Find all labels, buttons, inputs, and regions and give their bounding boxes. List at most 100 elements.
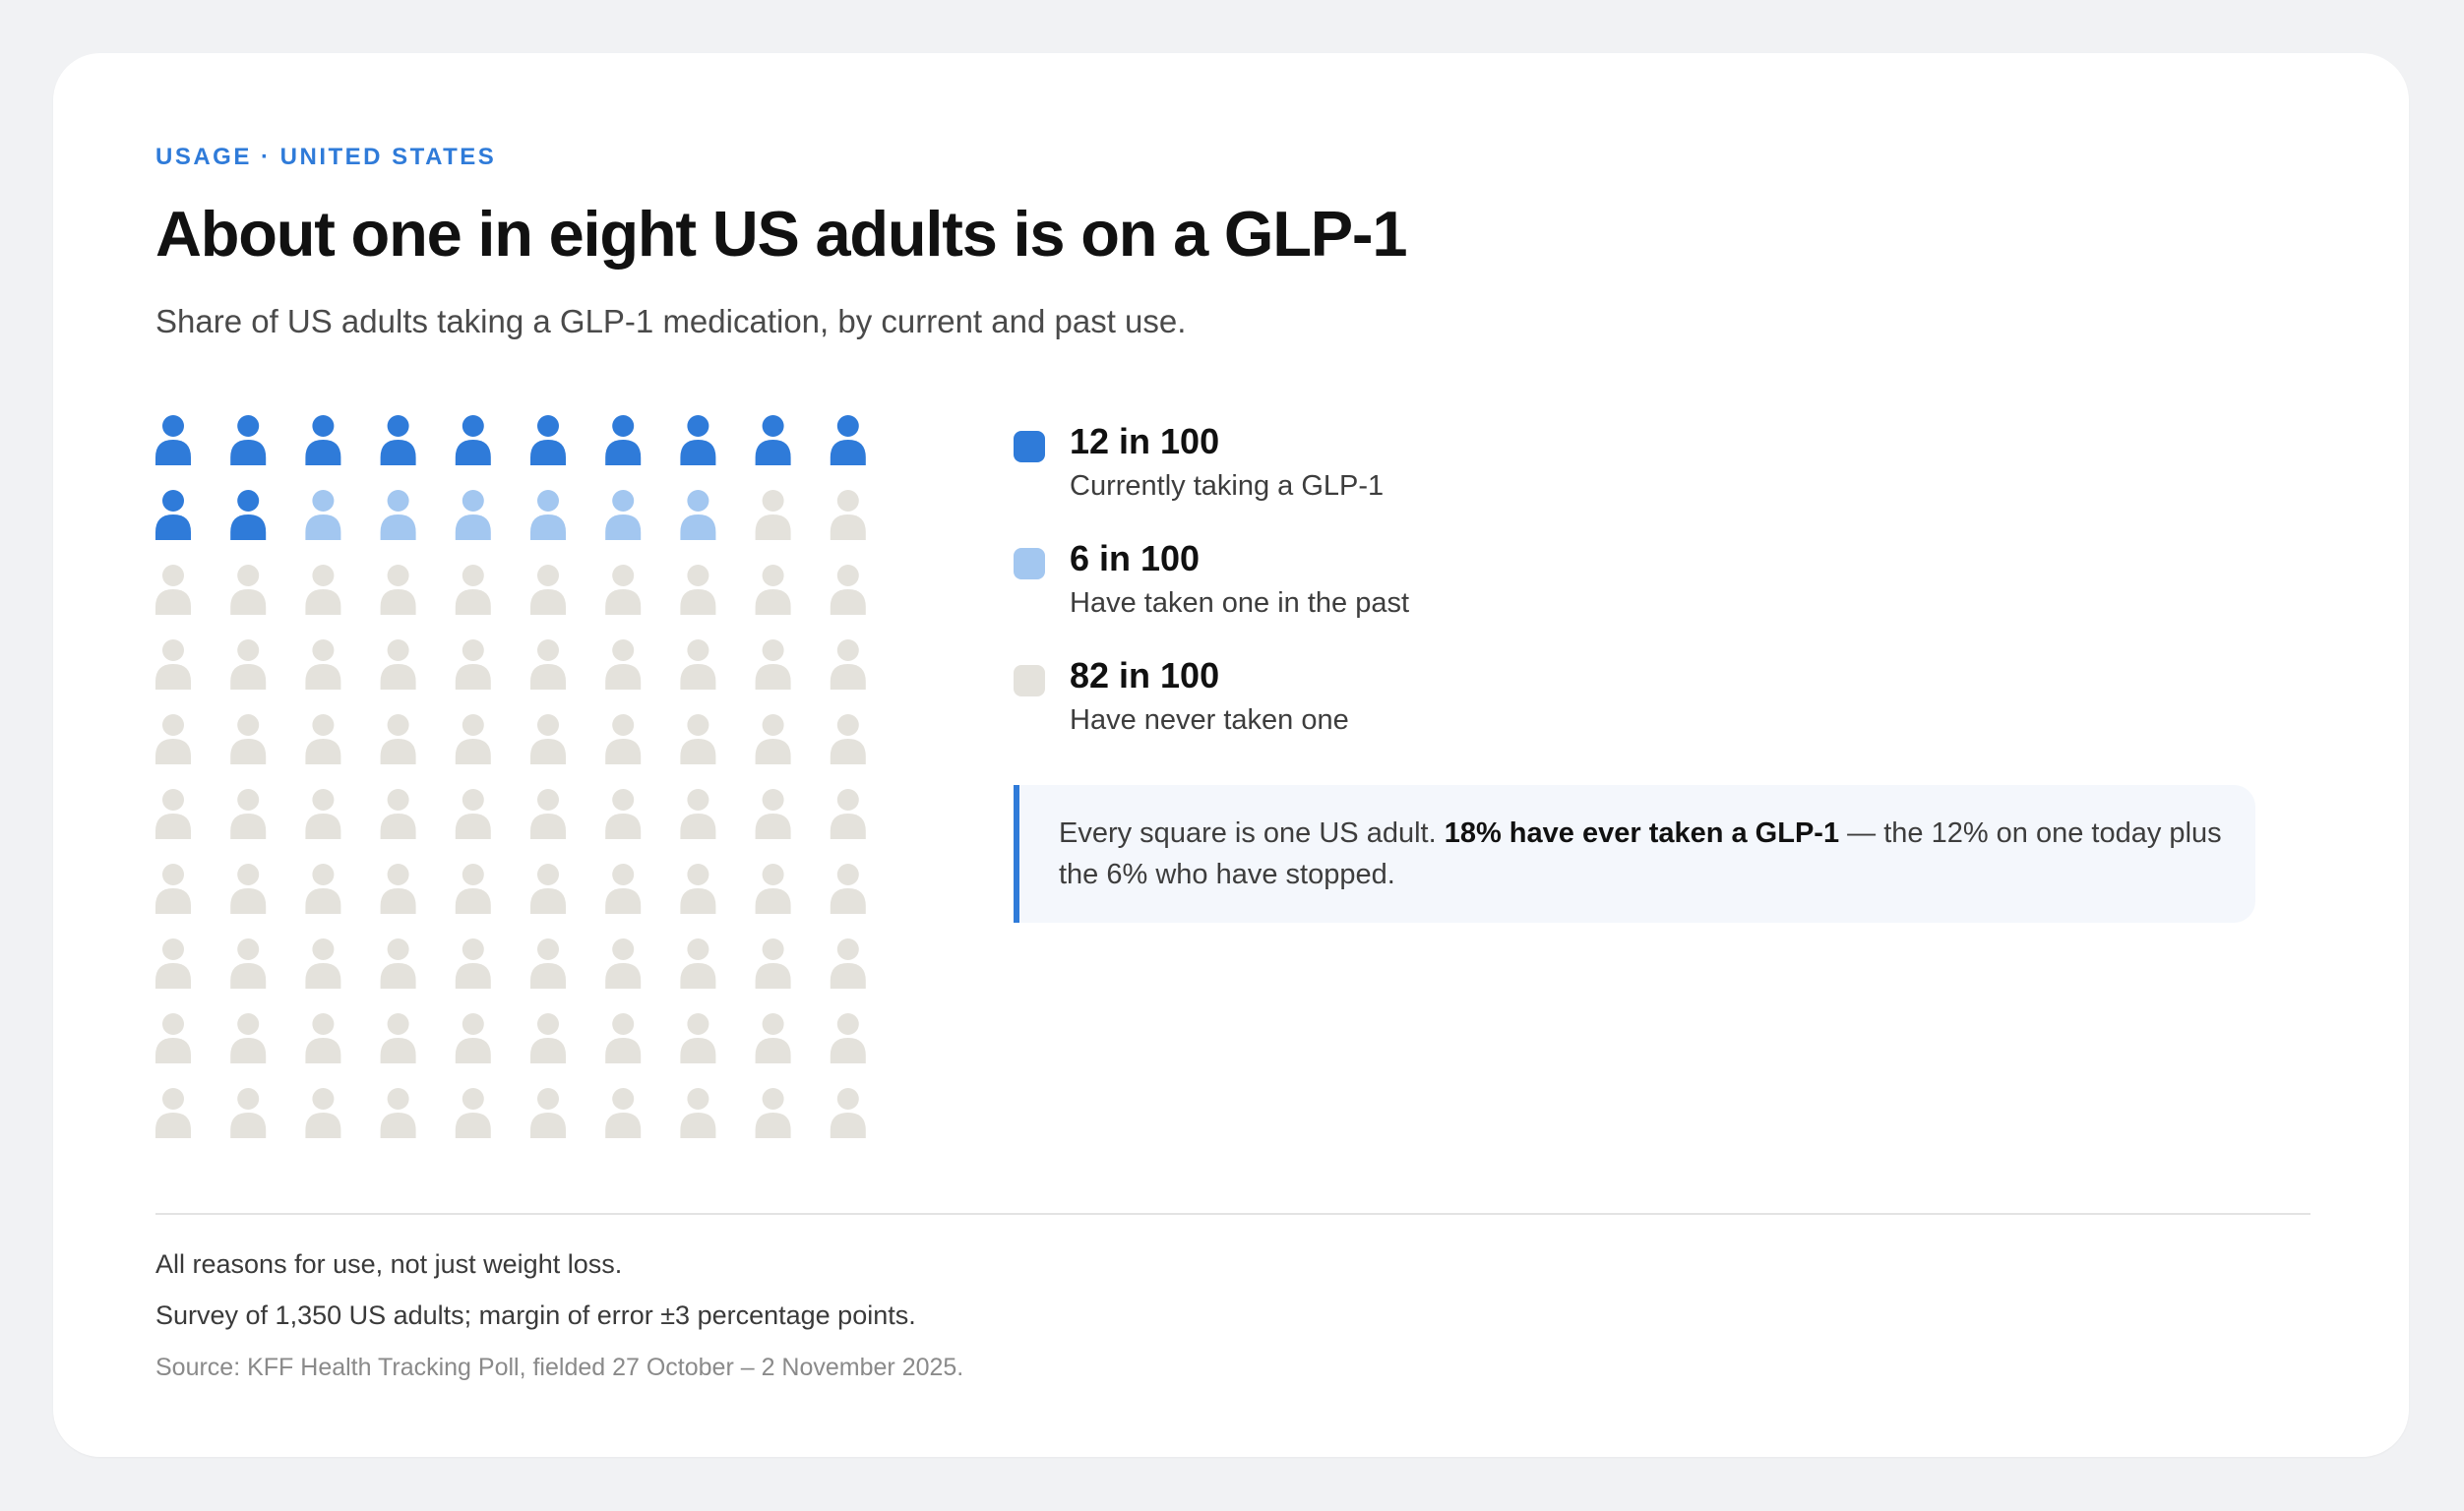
person-icon-never: [230, 1088, 267, 1138]
person-icon-never: [830, 714, 866, 764]
person-icon-past: [380, 490, 416, 540]
person-icon-never: [755, 938, 791, 989]
person-icon-past: [455, 490, 491, 540]
person-icon-never: [530, 789, 566, 839]
person-icon-never: [305, 565, 341, 615]
person-icon-never: [305, 789, 341, 839]
person-icon-never: [380, 938, 416, 989]
person-icon-never: [455, 1013, 491, 1063]
person-icon-never: [605, 789, 642, 839]
person-icon-never: [530, 639, 566, 690]
person-icon-current: [830, 415, 866, 465]
person-icon-never: [605, 1013, 642, 1063]
person-icon-never: [155, 938, 191, 989]
person-icon-current: [455, 415, 491, 465]
person-icon-past: [530, 490, 566, 540]
source-note: Source: KFF Health Tracking Poll, fielde…: [155, 1354, 964, 1381]
person-icon-never: [380, 864, 416, 914]
person-icon-never: [755, 864, 791, 914]
person-icon-never: [380, 565, 416, 615]
person-icon-current: [530, 415, 566, 465]
person-icon-never: [755, 639, 791, 690]
legend-label-past: Have taken one in the past: [1070, 587, 1410, 619]
callout-text-before: Every square is one US adult.: [1059, 817, 1445, 849]
person-icon-never: [155, 565, 191, 615]
person-icon-never: [230, 639, 267, 690]
person-icon-never: [530, 565, 566, 615]
person-icon-never: [830, 938, 866, 989]
person-icon-current: [680, 415, 716, 465]
person-icon-never: [380, 1013, 416, 1063]
person-icon-never: [530, 714, 566, 764]
person-icon-never: [155, 864, 191, 914]
callout-bold: 18% have ever taken a GLP-1: [1444, 817, 1840, 849]
chart-card: USAGE · UNITED STATES About one in eight…: [53, 53, 2409, 1457]
person-icon-never: [380, 1088, 416, 1138]
person-icon-never: [380, 714, 416, 764]
person-icon-never: [230, 938, 267, 989]
person-icon-never: [830, 490, 866, 540]
callout-text-after: — the 12% on one today plus the 6% who h…: [1059, 817, 2222, 890]
person-icon-never: [530, 1013, 566, 1063]
legend-swatch-current: [1014, 431, 1045, 462]
person-icon-never: [230, 1013, 267, 1063]
person-icon-never: [830, 789, 866, 839]
person-icon-never: [530, 1088, 566, 1138]
person-icon-never: [680, 639, 716, 690]
callout-note: Every square is one US adult. 18% have e…: [1014, 785, 2255, 923]
person-icon-never: [155, 639, 191, 690]
person-icon-never: [455, 1088, 491, 1138]
legend-label-current: Currently taking a GLP-1: [1070, 470, 1385, 502]
legend-value-past: 6 in 100: [1070, 538, 1201, 578]
person-icon-never: [455, 639, 491, 690]
person-icon-never: [755, 1088, 791, 1138]
person-icon-never: [680, 938, 716, 989]
person-icon-never: [755, 789, 791, 839]
person-icon-never: [155, 1088, 191, 1138]
person-icon-never: [605, 639, 642, 690]
person-icon-never: [455, 864, 491, 914]
person-icon-current: [380, 415, 416, 465]
person-icon-never: [755, 1013, 791, 1063]
footer-note-reasons: All reasons for use, not just weight los…: [155, 1249, 623, 1279]
person-icon-never: [380, 639, 416, 690]
person-icon-never: [830, 1088, 866, 1138]
person-icon-never: [680, 1013, 716, 1063]
person-icon-never: [680, 714, 716, 764]
person-icon-never: [605, 864, 642, 914]
person-icon-never: [830, 565, 866, 615]
legend-value-current: 12 in 100: [1070, 421, 1220, 461]
person-icon-never: [605, 938, 642, 989]
chart-subtitle: Share of US adults taking a GLP-1 medica…: [155, 303, 1187, 339]
person-icon-never: [230, 789, 267, 839]
person-icon-never: [680, 1088, 716, 1138]
person-icon-never: [230, 864, 267, 914]
person-icon-never: [830, 639, 866, 690]
footer-divider: [155, 1213, 2310, 1215]
person-icon-never: [305, 639, 341, 690]
person-icon-never: [305, 864, 341, 914]
person-icon-never: [455, 938, 491, 989]
person-icon-current: [230, 490, 267, 540]
person-icon-past: [680, 490, 716, 540]
legend-value-never: 82 in 100: [1070, 655, 1220, 695]
legend-swatch-never: [1014, 665, 1045, 696]
person-icon-never: [305, 1088, 341, 1138]
person-icon-never: [755, 714, 791, 764]
legend-swatch-past: [1014, 548, 1045, 579]
person-icon-never: [605, 565, 642, 615]
person-icon-never: [755, 565, 791, 615]
person-icon-never: [380, 789, 416, 839]
person-icon-never: [530, 864, 566, 914]
person-icon-never: [530, 938, 566, 989]
person-icon-never: [230, 714, 267, 764]
person-icon-never: [680, 565, 716, 615]
person-icon-current: [755, 415, 791, 465]
chart-title: About one in eight US adults is on a GLP…: [155, 198, 1408, 270]
person-icon-current: [230, 415, 267, 465]
waffle-chart: [155, 415, 866, 1138]
footer-note-survey: Survey of 1,350 US adults; margin of err…: [155, 1300, 916, 1330]
person-icon-never: [155, 1013, 191, 1063]
person-icon-current: [155, 415, 191, 465]
person-icon-past: [305, 490, 341, 540]
